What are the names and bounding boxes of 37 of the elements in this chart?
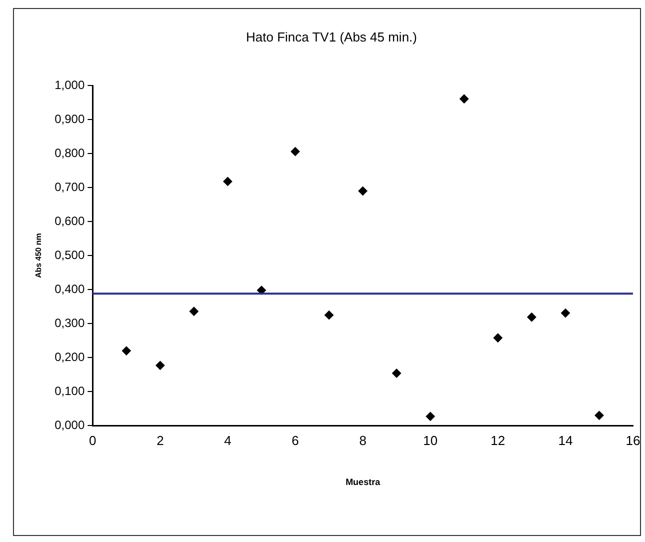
y-tick-label: 0,300 xyxy=(54,316,85,330)
chart-title: Hato Finca TV1 (Abs 45 min.) xyxy=(246,29,417,44)
point xyxy=(493,333,502,342)
x-axis-title: Muestra xyxy=(346,477,382,488)
point xyxy=(156,360,165,370)
x-tick-label: 4 xyxy=(224,432,232,448)
y-tick-label: 0,900 xyxy=(54,112,85,126)
point xyxy=(122,346,131,356)
y-tick-label: 0,800 xyxy=(54,146,85,160)
y-tick-label: 0,400 xyxy=(54,282,85,296)
y-tick-label: 0,000 xyxy=(54,418,85,432)
x-tick-label: 14 xyxy=(558,432,573,448)
y-tick-label: 0,500 xyxy=(54,248,85,262)
x-tick-label: 8 xyxy=(359,432,366,448)
point xyxy=(392,368,402,378)
point xyxy=(560,308,570,318)
y-tick-label: 0,200 xyxy=(54,350,85,364)
point xyxy=(324,310,334,320)
x-tick-label: 0 xyxy=(89,432,96,448)
point xyxy=(527,312,536,322)
x-tick-label: 2 xyxy=(156,432,164,448)
point xyxy=(358,186,368,196)
point xyxy=(460,94,469,104)
x-tick-label: 10 xyxy=(423,432,438,448)
point xyxy=(426,412,435,421)
x-tick-label: 12 xyxy=(490,432,506,448)
x-tick-label: 16 xyxy=(626,432,640,448)
y-axis-title: Abs 450 nm xyxy=(34,233,44,278)
y-tick-label: 0,100 xyxy=(54,384,85,398)
point xyxy=(189,306,198,316)
y-tick-label: 0,600 xyxy=(54,214,85,228)
point xyxy=(290,147,300,156)
x-tick-label: 6 xyxy=(292,432,299,448)
point xyxy=(223,176,232,186)
y-tick-label: 0,700 xyxy=(54,180,85,194)
y-tick-label: 1,000 xyxy=(54,78,85,92)
point xyxy=(594,410,604,420)
